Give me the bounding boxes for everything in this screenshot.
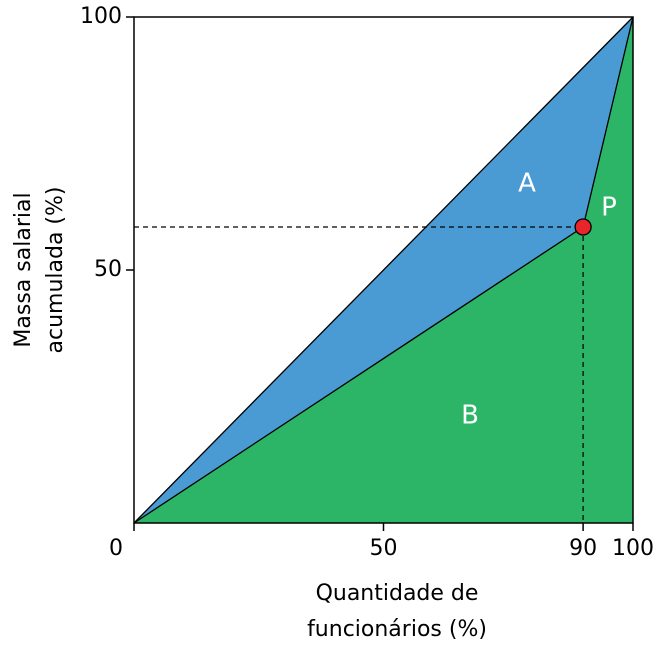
region-label: A xyxy=(518,169,536,199)
x-axis-label: Quantidade de xyxy=(316,581,479,606)
point xyxy=(574,218,592,236)
y-tick-label: 100 xyxy=(80,4,122,29)
equality-line xyxy=(133,16,634,524)
x-tick-label: 100 xyxy=(612,536,654,561)
x-tick-label: 0 xyxy=(109,536,123,561)
y-tick-label: 50 xyxy=(94,257,122,282)
region-label: B xyxy=(461,401,479,431)
x-axis-label: funcionários (%) xyxy=(307,617,487,642)
y-axis-label: Massa salarial xyxy=(11,192,36,347)
x-tick-label: 50 xyxy=(370,536,398,561)
area-under-curve xyxy=(134,17,633,523)
region-label: P xyxy=(601,193,617,223)
y-axis-label: acumulada (%) xyxy=(43,187,68,354)
x-tick-label: 90 xyxy=(569,536,597,561)
